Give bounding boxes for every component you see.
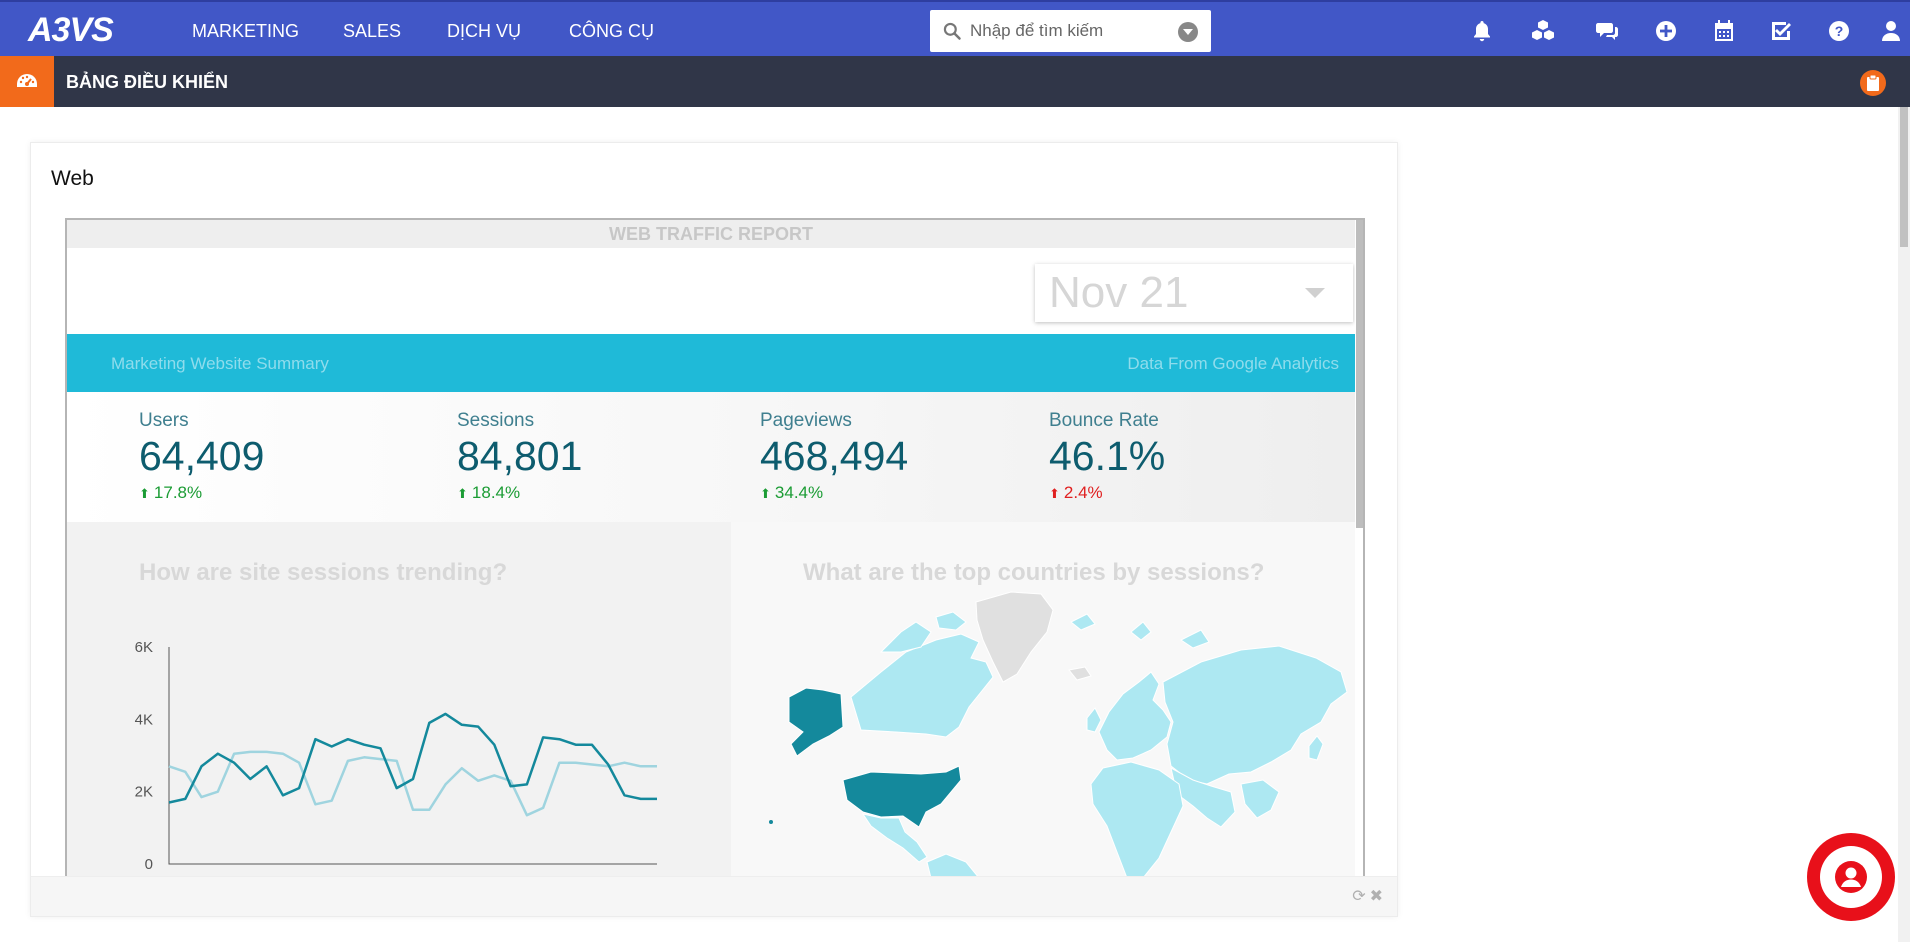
plus-circle-icon[interactable]: [1653, 18, 1679, 44]
map-region-japan: [1308, 735, 1324, 761]
kpi-delta-value: 34.4%: [774, 483, 824, 502]
kpi-value: 84,801: [457, 433, 583, 479]
series-line-previous[interactable]: [168, 750, 657, 817]
map-region-south-america: [926, 853, 979, 876]
date-selector[interactable]: Nov 21: [1035, 264, 1353, 322]
series-line-current[interactable]: [168, 712, 657, 804]
kpi-pageviews: Pageviews 468,494 ⬆ 34.4%: [760, 410, 908, 505]
user-icon[interactable]: [1878, 18, 1904, 44]
search-input[interactable]: [970, 18, 1170, 44]
map-region-canada: [850, 633, 994, 738]
chevron-down-icon: [1305, 288, 1325, 298]
world-map[interactable]: [731, 522, 1355, 876]
clipboard-icon[interactable]: [1860, 70, 1886, 96]
countries-map-pane: What are the top countries by sessions?: [731, 522, 1355, 876]
map-region-mexico: [861, 813, 928, 863]
y-tick-label: 4K: [135, 711, 153, 728]
date-value: Nov 21: [1049, 268, 1189, 317]
kpi-label: Sessions: [457, 410, 535, 431]
kpi-delta: ⬆ 34.4%: [760, 482, 908, 505]
map-region-arctic-islands: [1070, 613, 1210, 649]
kpi-value: 46.1%: [1049, 433, 1166, 479]
nav-cong-cu[interactable]: CÔNG CỤ: [569, 21, 654, 41]
chart-axes: [168, 647, 657, 865]
checkbox-icon[interactable]: [1768, 18, 1794, 44]
cubes-icon[interactable]: [1530, 18, 1556, 44]
search-dropdown-icon[interactable]: [1178, 22, 1198, 42]
top-navbar: A3VS MARKETING SALES DỊCH VỤ CÔNG CỤ ?: [0, 0, 1910, 56]
dashboard-icon[interactable]: [0, 56, 54, 107]
arrow-up-icon: ⬆: [760, 486, 771, 501]
widget-footer: ⟳ ✖: [31, 876, 1397, 916]
kpi-label: Users: [139, 410, 189, 431]
report-scrollbar-thumb[interactable]: [1356, 220, 1363, 528]
kpi-delta: ⬆ 17.8%: [139, 482, 264, 505]
app-logo[interactable]: A3VS: [28, 11, 114, 49]
report-frame: WEB TRAFFIC REPORT Nov 21 Marketing Webs…: [65, 218, 1365, 876]
nav-sales[interactable]: SALES: [343, 21, 402, 41]
band-summary-label: Marketing Website Summary: [111, 354, 329, 373]
kpi-sessions: Sessions 84,801 ⬆ 18.4%: [457, 410, 582, 505]
map-region-greenland: [975, 591, 1054, 683]
web-widget-panel: Web WEB TRAFFIC REPORT Nov 21 Marketing …: [30, 142, 1398, 917]
widget-actions: ⟳ ✖: [1352, 889, 1383, 905]
kpi-value: 468,494: [760, 433, 909, 479]
kpi-label: Pageviews: [760, 410, 852, 431]
kpi-users: Users 64,409 ⬆ 17.8%: [139, 410, 264, 505]
map-region-usa: [842, 765, 962, 828]
kpi-label: Bounce Rate: [1049, 410, 1159, 431]
map-region-asia: [1162, 645, 1348, 785]
kpi-bounce-rate: Bounce Rate 46.1% ⬆ 2.4%: [1049, 410, 1165, 505]
sessions-line-chart: 0 2K 4K 6K: [135, 639, 657, 873]
report-scrollbar[interactable]: [1355, 220, 1363, 876]
sessions-trend-pane: How are site sessions trending? 0 2K 4K 6K: [67, 522, 731, 876]
kpi-delta-value: 18.4%: [471, 483, 521, 502]
sessions-trend-title: How are site sessions trending?: [139, 559, 508, 586]
map-region-uk: [1086, 707, 1102, 733]
nav-dich-vu[interactable]: DỊCH VỤ: [447, 21, 522, 41]
y-tick-label: 6K: [135, 639, 153, 656]
search-box: [930, 10, 1211, 52]
widget-title: Web: [51, 167, 94, 190]
kpi-delta: ⬆ 2.4%: [1049, 482, 1165, 505]
map-region-europe: [1098, 671, 1172, 761]
kpi-delta: ⬆ 18.4%: [457, 482, 582, 505]
summary-band: Marketing Website Summary Data From Goog…: [67, 334, 1355, 392]
map-region-south-asia: [1170, 767, 1236, 828]
close-icon[interactable]: ✖: [1369, 888, 1383, 905]
y-tick-label: 0: [145, 856, 153, 873]
page-header-bar: BẢNG ĐIỀU KHIỂN: [0, 56, 1910, 107]
arrow-up-icon: ⬆: [457, 486, 468, 501]
refresh-icon[interactable]: ⟳: [1352, 888, 1366, 905]
map-region-africa: [1090, 761, 1184, 876]
map-region-alaska: [788, 687, 844, 757]
report-title: WEB TRAFFIC REPORT: [67, 220, 1355, 248]
user-circle-icon: [1835, 861, 1867, 893]
map-region-southeast-asia: [1240, 779, 1280, 819]
map-region-hawaii: [769, 820, 773, 824]
countries-map-title: What are the top countries by sessions?: [803, 559, 1265, 586]
comments-icon[interactable]: [1594, 18, 1620, 44]
kpi-value: 64,409: [139, 433, 265, 479]
map-region-iceland: [1068, 666, 1092, 681]
page-title: BẢNG ĐIỀU KHIỂN: [66, 72, 229, 92]
chat-inner: [1820, 846, 1882, 908]
chat-button[interactable]: [1807, 833, 1895, 921]
arrow-up-icon: ⬆: [139, 486, 150, 501]
page-scrollbar[interactable]: [1898, 107, 1910, 942]
nav-marketing[interactable]: MARKETING: [192, 21, 300, 41]
help-icon[interactable]: ?: [1826, 18, 1852, 44]
kpi-row: Users 64,409 ⬆ 17.8% Sessions 84,801 ⬆ 18.…: [67, 392, 1355, 522]
kpi-delta-value: 17.8%: [153, 483, 203, 502]
bell-icon[interactable]: [1469, 18, 1495, 44]
svg-text:?: ?: [1835, 23, 1844, 39]
map-region-canada-islands: [879, 611, 967, 653]
band-source-label: Data From Google Analytics: [1127, 354, 1339, 373]
y-tick-label: 2K: [135, 784, 153, 801]
search-icon: [943, 22, 961, 40]
page-scrollbar-thumb[interactable]: [1900, 107, 1908, 247]
arrow-up-icon: ⬆: [1049, 486, 1060, 501]
calendar-icon[interactable]: [1711, 18, 1737, 44]
kpi-delta-value: 2.4%: [1063, 483, 1103, 502]
